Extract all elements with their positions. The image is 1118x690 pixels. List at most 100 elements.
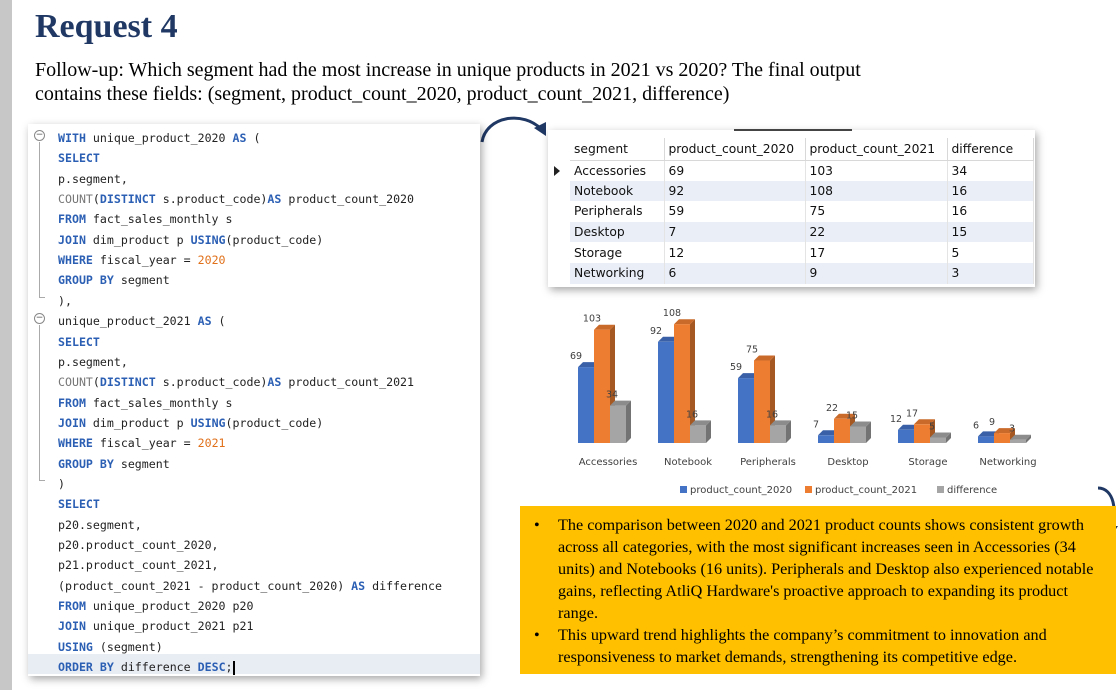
bar-top [754,355,775,361]
data-label: 108 [663,308,681,319]
sql-line: JOIN unique_product_2021 p21 [58,619,254,634]
left-margin-strip [0,0,12,690]
sql-line: FROM unique_product_2020 p20 [58,599,254,614]
bar [818,435,834,443]
bar [770,425,786,443]
bar [994,433,1010,443]
result-cell[interactable]: 3 [947,262,1034,284]
sql-line: FROM fact_sales_monthly s [58,212,233,227]
result-cell[interactable]: 103 [805,160,948,181]
segment-bar-chart: 6910334Accessories9210816Notebook597516P… [570,308,1037,496]
result-cell[interactable]: 22 [805,221,948,243]
bar [658,341,674,443]
bar-side [786,420,791,443]
result-row[interactable]: Peripherals 59 75 16 [570,201,1034,222]
data-label: 5 [929,422,935,433]
result-grid[interactable]: segment product_count_2020 product_count… [548,129,1035,287]
result-header-row: segment product_count_2020 product_count… [570,138,1034,161]
result-cell[interactable]: 7 [664,221,806,243]
result-row[interactable]: Notebook 92 108 16 [570,180,1034,202]
col-header-product-count-2020[interactable]: product_count_2020 [664,138,806,161]
result-cell[interactable]: 34 [947,160,1034,181]
grid-top-rule [734,129,852,131]
fold-toggle-icon[interactable]: − [34,130,45,141]
sql-line: JOIN dim_product p USING(product_code) [58,415,324,430]
result-row[interactable]: Desktop 7 22 15 [570,221,1034,243]
legend-label: product_count_2020 [690,485,792,496]
curved-arrow-icon [480,116,546,143]
result-table: segment product_count_2020 product_count… [570,138,1034,284]
result-cell[interactable]: Storage [570,242,665,263]
bar [930,437,946,443]
col-header-product-count-2021[interactable]: product_count_2021 [805,138,948,161]
sql-line: ) [58,476,65,491]
bar [914,424,930,443]
bullet-dot: • [534,516,540,534]
result-cell[interactable]: 17 [805,242,948,263]
bar-top [674,319,695,325]
insight-text: This upward trend highlights the company… [558,626,1047,666]
result-cell[interactable]: 92 [664,180,806,202]
result-cell[interactable]: 59 [664,201,806,222]
bar-top [818,430,839,436]
sql-line: WITH unique_product_2020 AS ( [58,131,261,145]
legend-swatch [805,486,812,493]
sql-line: ORDER BY difference DESC; [58,660,235,675]
sql-line: FROM fact_sales_monthly s [58,395,233,410]
bar [850,426,866,443]
x-tick-label: Notebook [664,457,712,468]
bar-side [866,421,871,443]
bar-top [594,324,615,330]
data-label: 17 [906,408,918,419]
legend-label: difference [947,485,997,496]
result-cell[interactable]: 9 [805,262,948,284]
sql-line: WHERE fiscal_year = 2020 [58,253,226,268]
sql-line: p20.product_count_2020, [58,538,219,552]
data-label: 75 [746,345,758,356]
result-cell[interactable]: 16 [947,201,1034,222]
sql-line: GROUP BY segment [58,456,170,471]
x-tick-label: Networking [979,457,1036,468]
result-cell[interactable]: 6 [664,262,806,284]
sql-line: p20.segment, [58,517,142,532]
data-label: 3 [1009,424,1015,435]
result-cell[interactable]: 108 [805,180,948,202]
result-cell[interactable]: Peripherals [570,201,665,222]
col-header-difference[interactable]: difference [947,138,1034,161]
bar-top [914,419,935,425]
data-label: 12 [890,414,902,425]
bar-top [658,336,679,342]
result-cell[interactable]: 16 [947,180,1034,202]
result-cell[interactable]: Desktop [570,221,665,243]
result-cell[interactable]: 15 [947,221,1034,243]
bar-top [978,431,999,437]
legend-swatch [680,486,687,493]
sql-editor[interactable]: WITH unique_product_2020 AS (SELECT p.seg… [28,124,480,676]
result-row[interactable]: Storage 12 17 5 [570,242,1034,263]
fold-toggle-icon[interactable]: − [34,313,45,324]
x-tick-label: Desktop [827,457,868,468]
bar [674,324,690,443]
sql-line: p21.product_count_2021, [58,558,219,573]
page-title: Request 4 [35,8,178,45]
result-cell[interactable]: Accessories [570,160,665,181]
insight-box: • The comparison between 2020 and 2021 p… [520,506,1116,674]
result-cell[interactable]: 12 [664,242,806,263]
sql-line: p.segment, [58,171,128,186]
sql-line: GROUP BY segment [58,273,170,288]
result-cell[interactable]: Notebook [570,180,665,202]
result-row[interactable]: Accessories 69 103 34 [570,160,1034,181]
result-row[interactable]: Networking 6 9 3 [570,262,1034,284]
insight-text: The comparison between 2020 and 2021 pro… [558,516,1094,622]
bar-top [850,421,871,427]
result-cell[interactable]: 5 [947,242,1034,263]
result-cell[interactable]: 69 [664,160,806,181]
legend-swatch [937,486,944,493]
bar [1010,439,1026,443]
result-cell[interactable]: Networking [570,262,665,284]
bar [738,378,754,443]
bar-side [946,432,951,443]
result-cell[interactable]: 75 [805,201,948,222]
col-header-segment[interactable]: segment [570,138,665,161]
data-label: 6 [973,420,979,431]
